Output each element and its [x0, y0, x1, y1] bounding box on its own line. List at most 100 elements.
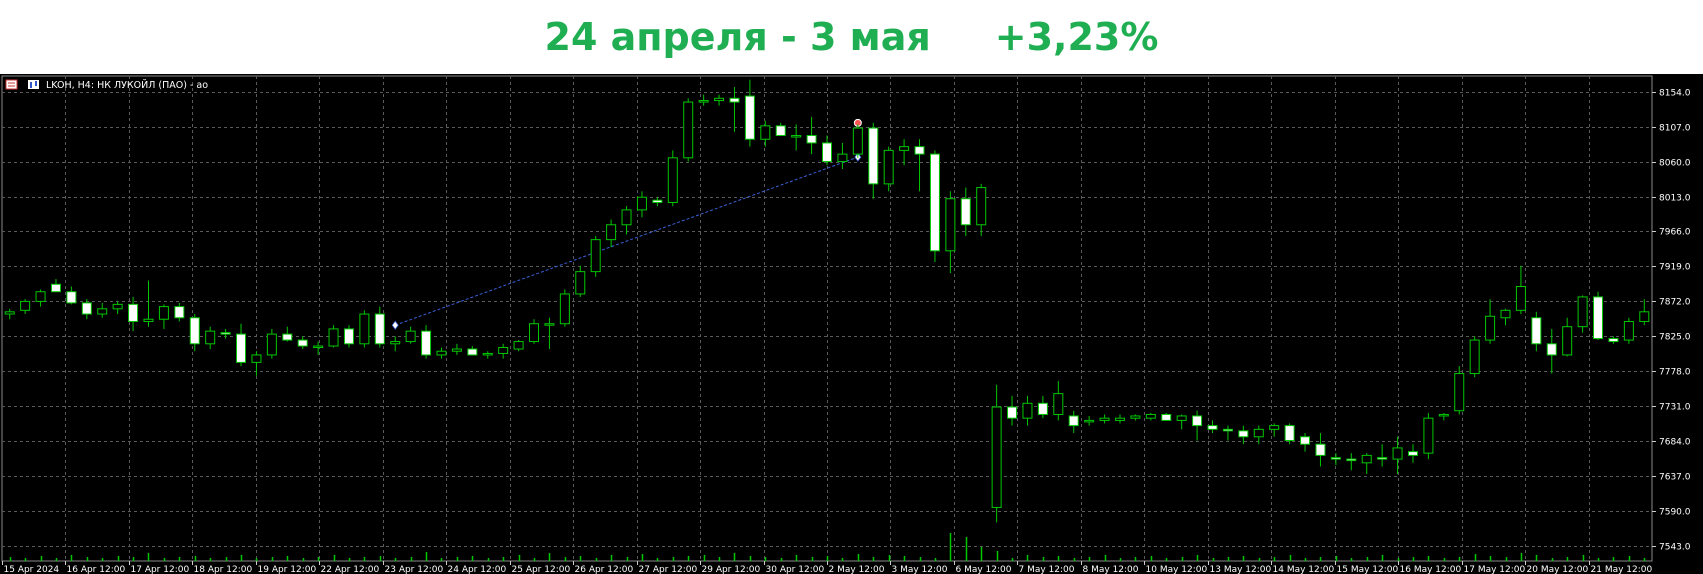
candle[interactable]: [621, 206, 632, 235]
candle[interactable]: [1608, 336, 1619, 344]
candle[interactable]: [883, 146, 894, 192]
candle[interactable]: [1084, 415, 1095, 426]
candle[interactable]: [513, 340, 524, 352]
candle[interactable]: [297, 336, 308, 349]
candle[interactable]: [837, 142, 848, 169]
candle[interactable]: [1593, 291, 1604, 341]
candle[interactable]: [236, 323, 247, 367]
candle[interactable]: [97, 302, 108, 318]
candle[interactable]: [174, 302, 185, 322]
candle[interactable]: [359, 310, 370, 348]
candle[interactable]: [436, 347, 447, 359]
candle[interactable]: [760, 120, 771, 147]
candle[interactable]: [1531, 311, 1542, 352]
candle[interactable]: [775, 122, 786, 137]
candle[interactable]: [1485, 299, 1496, 344]
candle[interactable]: [1438, 412, 1449, 421]
candle[interactable]: [1300, 433, 1311, 452]
candle[interactable]: [606, 219, 617, 248]
candle[interactable]: [1577, 295, 1588, 333]
candle[interactable]: [1099, 414, 1110, 424]
candle[interactable]: [1562, 317, 1573, 357]
candle[interactable]: [66, 286, 77, 305]
candle[interactable]: [1361, 453, 1372, 474]
candle[interactable]: [744, 79, 755, 147]
candle[interactable]: [1469, 336, 1480, 378]
candle[interactable]: [128, 296, 139, 332]
candle[interactable]: [667, 150, 678, 207]
candle[interactable]: [976, 183, 987, 236]
candle[interactable]: [929, 150, 940, 262]
candle[interactable]: [35, 289, 46, 307]
candle[interactable]: [714, 94, 725, 106]
candle[interactable]: [729, 87, 740, 132]
candle[interactable]: [1007, 395, 1018, 426]
candle[interactable]: [852, 124, 863, 158]
candle[interactable]: [822, 135, 832, 166]
candlestick-chart[interactable]: 8154.0 8107.0 8060.0 8013.0 7966.0 7919.0 7872…: [0, 74, 1703, 574]
candle[interactable]: [189, 314, 200, 352]
candle[interactable]: [20, 299, 31, 315]
candle[interactable]: [1330, 453, 1341, 466]
candle[interactable]: [81, 299, 92, 320]
candle[interactable]: [405, 326, 416, 344]
candle[interactable]: [1068, 410, 1079, 434]
candle[interactable]: [1238, 425, 1249, 445]
candle[interactable]: [451, 343, 462, 355]
candle[interactable]: [1053, 380, 1064, 421]
candle[interactable]: [960, 187, 971, 236]
candle[interactable]: [498, 343, 509, 359]
candle[interactable]: [1377, 444, 1388, 467]
candle[interactable]: [1161, 412, 1172, 421]
candle[interactable]: [1176, 414, 1187, 430]
candle[interactable]: [529, 319, 540, 344]
candle[interactable]: [636, 191, 647, 218]
candle[interactable]: [1546, 328, 1557, 374]
candle[interactable]: [1423, 412, 1434, 460]
candle[interactable]: [1454, 366, 1465, 415]
candle[interactable]: [1284, 423, 1295, 445]
candle[interactable]: [390, 336, 401, 352]
candle[interactable]: [1639, 299, 1650, 326]
candle[interactable]: [158, 304, 169, 329]
candle[interactable]: [205, 326, 216, 349]
candle[interactable]: [220, 328, 231, 339]
candle[interactable]: [343, 325, 354, 348]
candle[interactable]: [559, 289, 570, 327]
candle[interactable]: [421, 325, 432, 359]
candle[interactable]: [806, 116, 817, 155]
candle[interactable]: [1515, 265, 1526, 315]
candle[interactable]: [1392, 436, 1403, 474]
chart-list-icon[interactable]: [5, 79, 18, 90]
candles[interactable]: [4, 79, 1650, 523]
candle[interactable]: [1407, 444, 1418, 463]
candle[interactable]: [590, 235, 601, 277]
candle[interactable]: [791, 124, 802, 151]
candle[interactable]: [945, 191, 956, 274]
candle[interactable]: [1114, 414, 1125, 424]
trendline-start-marker[interactable]: [391, 320, 399, 330]
candle[interactable]: [698, 94, 709, 106]
candle[interactable]: [991, 384, 1002, 523]
candle[interactable]: [1145, 412, 1156, 421]
candle[interactable]: [4, 308, 15, 320]
candle[interactable]: [266, 328, 277, 359]
candle[interactable]: [652, 197, 663, 207]
candle[interactable]: [374, 306, 385, 348]
candle[interactable]: [50, 279, 61, 293]
candle[interactable]: [544, 317, 555, 349]
candle[interactable]: [914, 139, 925, 192]
candle[interactable]: [1315, 433, 1326, 467]
candle[interactable]: [1207, 420, 1218, 434]
candle[interactable]: [467, 346, 478, 356]
candle[interactable]: [282, 326, 293, 342]
candle[interactable]: [482, 351, 493, 359]
trendline[interactable]: [395, 156, 859, 326]
candle[interactable]: [868, 122, 879, 199]
candle[interactable]: [1022, 395, 1033, 426]
candle[interactable]: [143, 280, 154, 327]
candle[interactable]: [112, 301, 123, 315]
candle[interactable]: [1253, 425, 1264, 445]
candle[interactable]: [1346, 453, 1357, 471]
candle[interactable]: [683, 98, 694, 162]
